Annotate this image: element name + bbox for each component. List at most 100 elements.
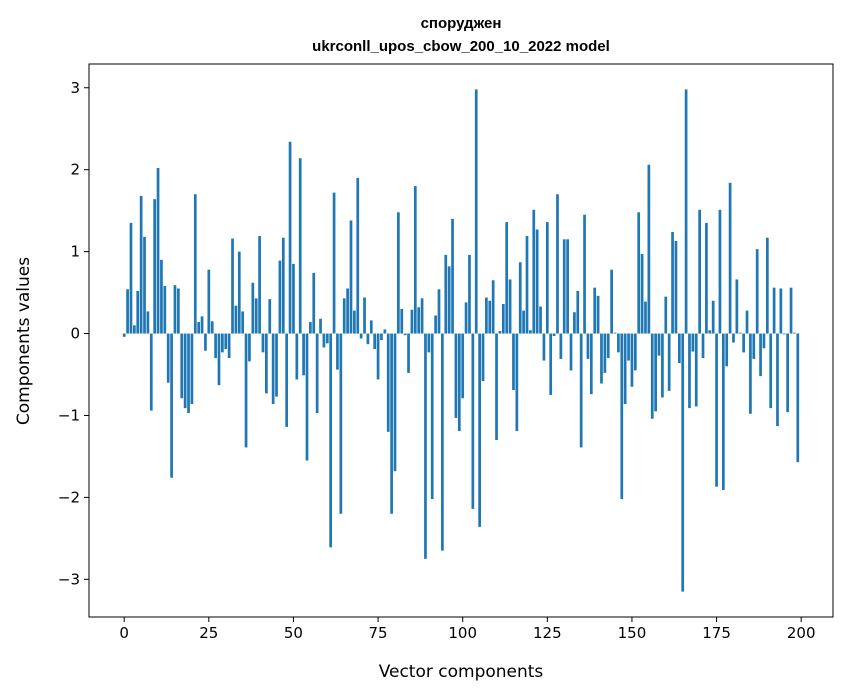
bar-component-197 (789, 287, 793, 334)
bars-group (122, 89, 800, 592)
bar-component-175 (715, 333, 718, 487)
bar-component-180 (732, 333, 735, 343)
bar-component-196 (786, 333, 789, 413)
bar-component-166 (684, 89, 688, 334)
bar-component-177 (721, 333, 725, 491)
bar-component-147 (620, 333, 624, 500)
bar-component-117 (518, 262, 522, 334)
bar-component-109 (491, 280, 495, 334)
bar-component-8 (149, 333, 153, 411)
bar-component-28 (217, 333, 221, 386)
bar-component-4 (136, 290, 140, 334)
bar-component-98 (454, 333, 458, 418)
bar-component-1 (126, 289, 129, 334)
bar-component-170 (698, 209, 701, 334)
bar-component-46 (278, 260, 282, 334)
bar-component-119 (525, 236, 529, 334)
x-axis: 0 25 50 75 100 125 150 175 200 (119, 617, 816, 642)
bar-component-143 (606, 333, 610, 359)
bar-component-182 (738, 332, 742, 334)
bar-component-179 (728, 182, 732, 334)
bar-component-97 (451, 218, 454, 334)
bar-component-87 (417, 307, 421, 334)
bar-component-22 (197, 322, 201, 334)
bar-component-74 (373, 333, 377, 350)
bar-component-58 (319, 318, 322, 334)
bar-component-26 (210, 321, 214, 334)
bar-component-148 (623, 333, 627, 404)
bar-component-48 (285, 333, 289, 427)
bar-component-100 (461, 333, 465, 399)
x-tick-label: 200 (787, 624, 816, 642)
bar-component-152 (637, 212, 641, 334)
bar-component-61 (329, 333, 333, 548)
bar-component-153 (640, 254, 644, 334)
bar-component-73 (369, 320, 373, 334)
bar-component-17 (180, 333, 184, 399)
bar-component-76 (380, 333, 383, 341)
y-tick-label: −2 (58, 488, 80, 506)
bar-component-165 (681, 333, 685, 592)
bar-component-85 (410, 309, 414, 334)
bar-component-12 (163, 286, 167, 334)
bar-component-16 (177, 288, 180, 334)
bar-component-130 (562, 239, 566, 334)
bar-component-150 (630, 333, 634, 387)
y-tick-label: 0 (70, 325, 80, 343)
bar-component-82 (400, 308, 404, 334)
bar-component-156 (650, 333, 654, 419)
bar-component-93 (437, 289, 441, 334)
bar-component-71 (363, 297, 366, 334)
chart-title-model: ukrconll_upos_cbow_200_10_2022 model (312, 38, 610, 55)
bar-component-157 (654, 333, 657, 412)
bar-component-62 (332, 192, 336, 334)
bar-component-169 (694, 333, 698, 407)
bar-component-104 (474, 89, 478, 334)
bar-component-3 (133, 325, 136, 334)
bar-component-123 (539, 306, 542, 334)
bar-component-161 (667, 333, 671, 391)
bar-component-172 (705, 222, 708, 334)
bar-component-188 (759, 333, 762, 377)
bar-component-66 (346, 288, 349, 334)
bar-component-41 (261, 333, 265, 353)
x-tick-label: 175 (702, 624, 731, 642)
bar-component-162 (671, 231, 674, 334)
x-tick-label: 150 (618, 624, 647, 642)
bar-component-7 (146, 311, 150, 334)
bar-component-144 (610, 269, 613, 334)
bar-component-75 (376, 333, 380, 380)
bar-component-171 (701, 333, 705, 359)
bar-component-190 (765, 237, 769, 334)
bar-component-32 (231, 238, 234, 334)
bar-component-35 (241, 311, 245, 334)
bar-component-195 (782, 333, 786, 335)
x-tick-label: 25 (199, 624, 218, 642)
bar-component-125 (545, 222, 549, 334)
bar-component-63 (336, 333, 339, 370)
bar-component-6 (143, 236, 146, 334)
bar-component-30 (224, 333, 228, 350)
bar-component-142 (603, 333, 607, 373)
bar-component-13 (166, 333, 170, 383)
bar-component-68 (353, 310, 356, 334)
bar-component-124 (542, 333, 546, 361)
bar-component-9 (153, 199, 157, 334)
x-tick-label: 125 (533, 624, 562, 642)
bar-component-27 (214, 333, 217, 359)
bar-component-176 (718, 209, 722, 334)
bar-component-88 (420, 298, 424, 334)
y-tick-label: −1 (58, 406, 80, 424)
bar-component-115 (512, 333, 515, 391)
bar-component-140 (596, 295, 600, 334)
bar-component-151 (633, 333, 637, 371)
bar-component-174 (711, 300, 715, 334)
bar-component-111 (498, 331, 502, 334)
bar-component-38 (251, 282, 255, 334)
bar-component-135 (579, 333, 583, 448)
bar-component-118 (522, 310, 525, 334)
bar-component-79 (390, 333, 393, 514)
bar-component-57 (315, 333, 319, 414)
